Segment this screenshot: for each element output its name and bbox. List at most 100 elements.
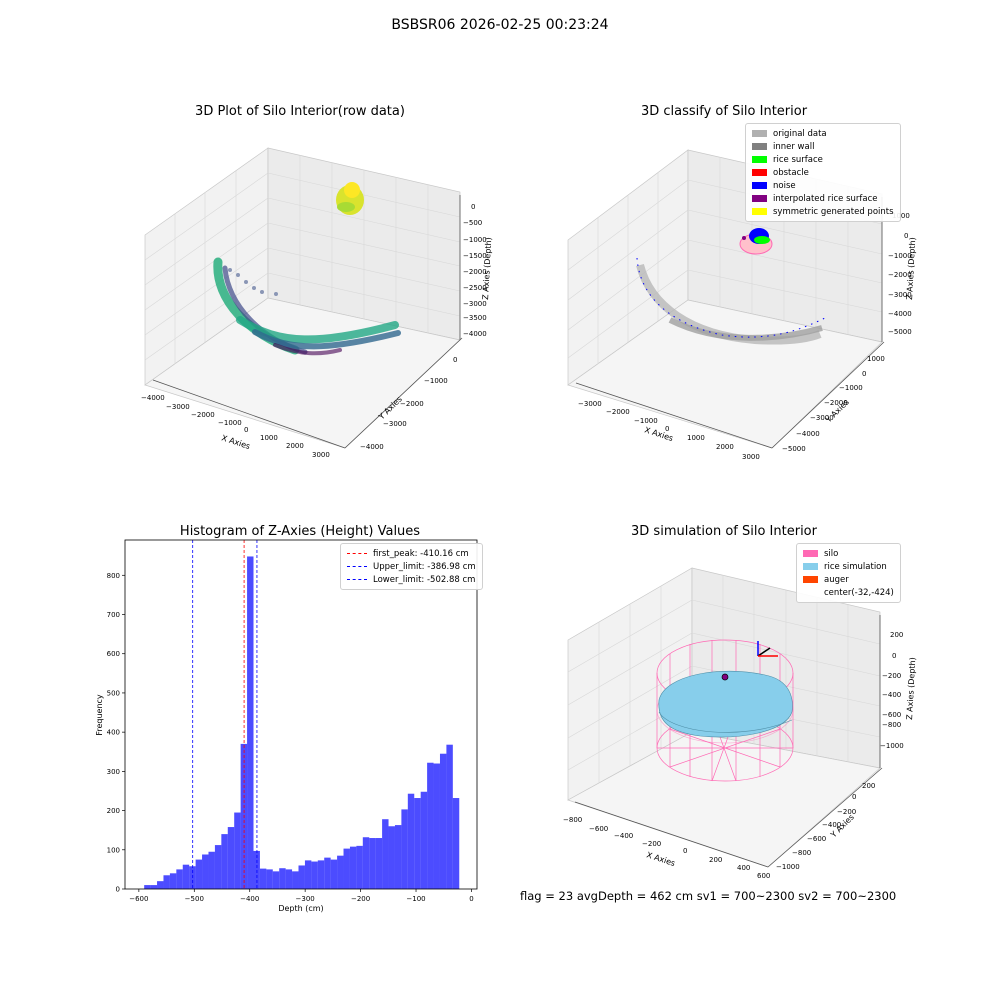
histogram-bar xyxy=(234,812,241,889)
classify-legend: original data inner wall rice surface ob… xyxy=(745,123,901,222)
sim-ztick: 0 xyxy=(892,652,896,660)
histogram-frame xyxy=(124,539,478,890)
sim-xtick: 0 xyxy=(683,847,687,855)
classify-xtick: 1000 xyxy=(687,434,705,442)
legend-line xyxy=(347,566,367,567)
simulation-plot-title: 3D simulation of Silo Interior xyxy=(631,524,817,539)
histogram-bar xyxy=(382,819,389,889)
histogram-bar xyxy=(356,845,363,889)
histogram-bar xyxy=(388,826,395,889)
histogram-bar xyxy=(439,753,447,889)
raw-scatter-points xyxy=(228,268,278,296)
sim-ztick: −400 xyxy=(882,691,901,699)
classify-plot-title: 3D classify of Silo Interior xyxy=(640,104,808,119)
legend-label: center(-32,-424) xyxy=(824,587,894,598)
histogram-bar xyxy=(311,861,318,889)
histogram-bar xyxy=(394,825,402,889)
histogram-bar xyxy=(259,868,267,889)
histogram-bar xyxy=(452,798,460,889)
histogram-bar xyxy=(324,857,331,889)
histogram-bar xyxy=(144,885,151,889)
x-tick-label: −100 xyxy=(406,895,425,903)
legend-swatch xyxy=(803,576,818,583)
legend-swatch xyxy=(803,550,818,557)
raw-plot-title: 3D Plot of Silo Interior(row data) xyxy=(195,104,405,119)
histogram-bar xyxy=(195,859,203,889)
histogram-bar xyxy=(317,860,325,889)
classify-ytick: 1000 xyxy=(867,355,885,363)
classify-legend-item: original data xyxy=(752,127,894,140)
classify-ztick: 0 xyxy=(904,232,908,240)
histogram-bar xyxy=(298,865,305,889)
legend-label: noise xyxy=(773,180,796,191)
classify-legend-item: obstacle xyxy=(752,166,894,179)
sim-xlabel: X Axies xyxy=(645,850,676,868)
simulation-legend: silo rice simulation auger center(-32,-4… xyxy=(796,543,901,603)
sim-xtick: −800 xyxy=(563,816,582,824)
histogram-bar xyxy=(369,838,376,889)
classify-legend-item: interpolated rice surface xyxy=(752,192,894,205)
center-marker xyxy=(721,673,729,681)
figure-suptitle: BSBSR06 2026-02-25 00:23:24 xyxy=(391,17,609,33)
raw-ztick: −1000 xyxy=(463,236,487,244)
histogram-title: Histogram of Z-Axies (Height) Values xyxy=(179,524,421,539)
histogram-bar xyxy=(292,871,299,889)
legend-label: rice surface xyxy=(773,154,823,165)
legend-line xyxy=(347,579,367,580)
legend-label: silo xyxy=(824,548,839,559)
sim-ztick: −200 xyxy=(882,672,901,680)
raw-bowl-points xyxy=(213,257,401,356)
sim-ztick: −1000 xyxy=(880,742,904,750)
histogram-legend: first_peak: -410.16 cm Upper_limit: -386… xyxy=(340,543,483,590)
simulation-legend-item: auger xyxy=(803,573,894,586)
y-tick-label: 400 xyxy=(107,729,120,737)
raw-ytick: −2000 xyxy=(400,400,424,408)
classify-legend-item: symmetric generated points xyxy=(752,205,894,218)
legend-label: auger xyxy=(824,574,849,585)
legend-swatch xyxy=(752,195,767,202)
raw-ztick: −2500 xyxy=(463,284,487,292)
classify-ztick: −5000 xyxy=(888,328,912,336)
histogram-bar xyxy=(414,798,421,889)
sim-xtick: 400 xyxy=(737,864,750,872)
classify-xtick: −1000 xyxy=(634,417,658,425)
histogram-bar xyxy=(407,793,415,889)
sim-ytick: −200 xyxy=(837,808,856,816)
simulation-legend-item: silo xyxy=(803,547,894,560)
sim-xtick: 600 xyxy=(757,872,770,880)
classify-xtick: 0 xyxy=(665,425,669,433)
sim-zlabel: Z Axies (Depth) xyxy=(905,657,917,720)
auger-indicator xyxy=(757,641,778,657)
y-tick-label: 300 xyxy=(107,768,120,776)
classify-legend-item: rice surface xyxy=(752,153,894,166)
histogram-bar xyxy=(202,854,209,889)
sim-ytick: 0 xyxy=(852,793,856,801)
sim-xtick: −200 xyxy=(642,840,661,848)
histogram-bar xyxy=(266,869,273,889)
classify-zlabel: Z Axies (Depth) xyxy=(905,237,917,300)
sim-ztick: −600 xyxy=(882,711,901,719)
histogram-legend-item: first_peak: -410.16 cm xyxy=(347,547,476,560)
classify-ztick: −4000 xyxy=(888,310,912,318)
raw-ytick: 0 xyxy=(453,356,457,364)
status-footer: flag = 23 avgDepth = 462 cm sv1 = 700~23… xyxy=(520,889,897,903)
histogram-bar xyxy=(157,881,164,889)
sim-ztick: −800 xyxy=(882,721,901,729)
raw-xtick: −2000 xyxy=(191,411,215,419)
classify-bowl xyxy=(636,257,826,345)
y-tick-label: 800 xyxy=(107,572,120,580)
legend-swatch xyxy=(752,130,767,137)
classify-xtick: 3000 xyxy=(742,453,760,461)
classify-ztick: −1000 xyxy=(888,252,912,260)
raw-ytick: −1000 xyxy=(424,377,448,385)
classify-ytick: −2000 xyxy=(824,399,848,407)
x-tick-label: −400 xyxy=(240,895,259,903)
legend-label: first_peak: -410.16 cm xyxy=(373,548,469,559)
sim-ytick: −800 xyxy=(792,849,811,857)
y-tick-label: 500 xyxy=(107,689,120,697)
classify-ytick: −5000 xyxy=(782,445,806,453)
histogram-bar xyxy=(176,869,183,889)
classify-legend-item: noise xyxy=(752,179,894,192)
legend-swatch xyxy=(752,156,767,163)
legend-label: original data xyxy=(773,128,827,139)
